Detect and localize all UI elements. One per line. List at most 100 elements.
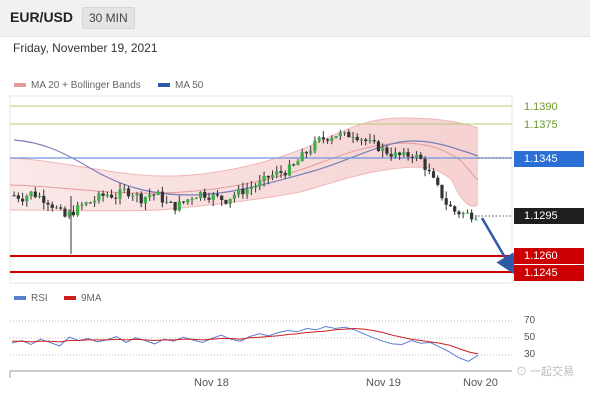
candle-body [270, 174, 275, 178]
candle-body [347, 132, 351, 138]
candle-body [228, 198, 232, 204]
rsi-ma9-line [12, 327, 479, 355]
candle-body [215, 194, 220, 196]
candle-body [71, 211, 76, 216]
legend-label-ma50: MA 50 [175, 80, 204, 91]
candle-body [67, 211, 71, 217]
candle-body [287, 164, 292, 176]
candle-body [29, 191, 33, 197]
timeframe-badge[interactable]: 30 MIN [82, 7, 135, 29]
bollinger-envelope [10, 118, 478, 211]
candle-body [457, 211, 461, 215]
candle-body [410, 156, 414, 158]
candle-body [448, 204, 453, 207]
rsi-tick-50: 50 [524, 332, 536, 343]
chart-header: EUR/USD 30 MIN [0, 0, 590, 37]
level-label-1345: 1.1345 [514, 151, 584, 167]
candle-body [156, 191, 160, 196]
candle-body [398, 152, 402, 156]
candle-body [427, 169, 431, 172]
legend-label-ma9: 9MA [81, 293, 102, 304]
candle-body [46, 202, 50, 205]
bollinger-lower-band [9, 166, 479, 212]
chart-date: Friday, November 19, 2021 [13, 41, 158, 55]
candle-body [16, 195, 20, 199]
candle-body [118, 189, 122, 199]
candle-body [88, 202, 92, 204]
candle-body [376, 141, 381, 152]
candle-body [139, 193, 143, 204]
legend-label-bollinger: MA 20 + Bollinger Bands [31, 80, 141, 91]
candle-body [42, 195, 46, 203]
candle-body [143, 196, 148, 204]
candle-body [169, 201, 173, 203]
candle-body [334, 136, 338, 139]
candle-body [105, 194, 109, 196]
candle-body [465, 212, 470, 214]
candle-body [59, 207, 63, 209]
x-tick-nov18: Nov 18 [194, 377, 229, 389]
candle-body [326, 139, 330, 141]
candle-body [444, 198, 448, 205]
candle-body [152, 194, 156, 196]
legend-swatch-bollinger [14, 83, 26, 88]
legend-ma9: 9MA [64, 293, 102, 304]
rsi-tick-30: 30 [524, 349, 536, 360]
candle-body [342, 132, 347, 134]
candle-body [296, 161, 300, 166]
rsi-line [11, 325, 479, 362]
candle-body [211, 194, 215, 200]
candle-body [241, 188, 245, 195]
candle-body [76, 204, 80, 216]
candle-body [351, 136, 355, 138]
candle-body [262, 175, 266, 182]
candle-body [12, 195, 16, 197]
legend-swatch-ma50 [158, 83, 170, 88]
candle-body [321, 137, 325, 140]
candle-body [54, 207, 59, 209]
candle-body [381, 147, 385, 152]
candle-body [232, 194, 237, 199]
candle-body [237, 188, 241, 195]
candle-body [317, 137, 321, 141]
candle-body [160, 191, 164, 203]
candle-body [25, 196, 29, 202]
candle-body [423, 158, 427, 170]
candle-body [389, 153, 393, 157]
candle-body [292, 164, 296, 166]
candle-body [304, 152, 309, 154]
legend-label-rsi: RSI [31, 293, 48, 304]
candle-body [249, 187, 253, 190]
candle-body [338, 132, 342, 137]
candle-body [224, 200, 228, 204]
candle-body [190, 198, 194, 200]
candle-body [109, 194, 114, 198]
x-tick-nov20: Nov 20 [463, 377, 498, 389]
candlestick-series [12, 129, 478, 254]
level-label-1390: 1.1390 [524, 101, 558, 113]
candle-body [203, 191, 207, 198]
legend-swatch-ma9 [64, 296, 76, 301]
candle-body [461, 212, 465, 215]
bollinger-upper-band [9, 117, 479, 177]
candle-body [220, 195, 224, 201]
candle-body [97, 193, 101, 201]
candle-body [253, 186, 258, 188]
candle-body [385, 147, 389, 154]
candle-body [300, 152, 304, 162]
watermark: ⊙ 一起交易 [516, 366, 575, 378]
projection-arrow [480, 217, 516, 275]
candle-body [165, 201, 169, 203]
candle-body [266, 175, 270, 178]
candle-body [283, 172, 287, 176]
candle-body [63, 208, 67, 217]
candle-body [181, 201, 186, 203]
candle-body [93, 200, 97, 203]
legend-ma50: MA 50 [158, 80, 203, 91]
candle-body [330, 138, 334, 141]
candle-body [436, 177, 440, 185]
candle-body [309, 150, 313, 154]
candle-body [135, 193, 139, 196]
candle-body [453, 206, 457, 212]
